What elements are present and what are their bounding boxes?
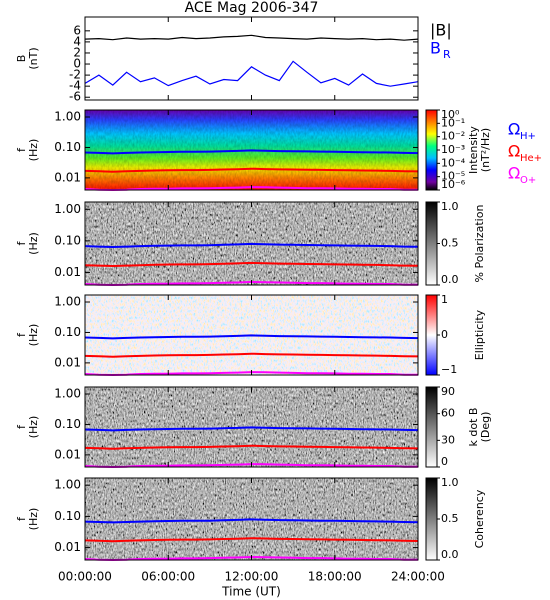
y-axis-label: f <box>15 516 28 521</box>
series-line <box>84 444 419 450</box>
colorbar-tick-label: 30 <box>441 433 455 446</box>
colorbar-label: Coherency <box>473 489 486 548</box>
colorbar-tick-label: 90 <box>441 385 455 398</box>
series-line <box>84 34 419 41</box>
colorbar-label: k dot B <box>467 408 480 447</box>
colorbar-tick-label: 10⁻⁶ <box>441 178 466 191</box>
y-tick-label: 1.00 <box>54 478 81 492</box>
y-tick-label: 0.10 <box>54 325 81 339</box>
legend-subscript: He+ <box>520 153 542 164</box>
y-axis-label: f <box>15 332 28 337</box>
y-axis-label: f <box>15 147 28 152</box>
series-line <box>84 261 419 268</box>
colorbar-tick-label: 0.0 <box>441 548 459 561</box>
y-tick-label: 0.01 <box>54 355 81 369</box>
legend-label: Ω <box>508 164 520 183</box>
y-tick-label: -4 <box>69 79 81 93</box>
colorbar-tick-label: 1 <box>441 293 448 306</box>
colorbar-tick-label: 0.5 <box>441 237 459 250</box>
colorbar-tick-label: 0 <box>441 455 448 468</box>
colorbar <box>425 201 438 286</box>
x-tick-label: 12:00:00 <box>225 570 279 584</box>
series-line <box>84 60 419 87</box>
legend-label: Ω <box>508 120 520 139</box>
y-tick-label: 1.00 <box>54 202 81 216</box>
y-tick-label: 0.01 <box>54 540 81 554</box>
x-axis-label: Time (UT) <box>221 585 281 599</box>
colorbar-tick-label: 10⁻⁵ <box>441 170 465 183</box>
y-tick-label: 2 <box>73 45 81 59</box>
series-line <box>84 426 419 432</box>
y-axis-label: (Hz) <box>27 139 40 162</box>
series-line <box>84 352 419 358</box>
legend-label: |B| <box>430 21 452 40</box>
legend-label: Ω <box>508 142 520 161</box>
y-axis-label: B <box>15 55 28 63</box>
y-tick-label: 1.00 <box>54 387 81 401</box>
y-tick-label: 0.10 <box>54 140 81 154</box>
y-axis-label: (Hz) <box>27 416 40 439</box>
y-tick-label: 6 <box>73 23 81 37</box>
y-tick-label: 0 <box>73 57 81 71</box>
colorbar-label: Intensity <box>467 126 480 174</box>
y-axis-label: (Hz) <box>27 508 40 531</box>
colorbar-tick-label: 60 <box>441 407 455 420</box>
legend-subscript: R <box>443 48 451 61</box>
y-axis-label: (Hz) <box>27 232 40 255</box>
y-axis-label: f <box>15 240 28 245</box>
colorbar-tick-label: 0 <box>441 328 448 341</box>
colorbar <box>425 386 438 468</box>
series-line <box>84 167 419 173</box>
y-tick-label: 1.00 <box>54 110 81 124</box>
colorbar-tick-label: 0.0 <box>441 273 459 286</box>
colorbar-tick-label: 1.0 <box>441 200 459 213</box>
series-line <box>84 149 419 155</box>
y-tick-label: 0.01 <box>54 265 81 279</box>
x-tick-label: 24:00:00 <box>391 570 445 584</box>
series-line <box>84 242 419 249</box>
legend-subscript: O+ <box>520 175 536 186</box>
colorbar <box>425 109 438 191</box>
colorbar-label: % Polarization <box>473 205 486 283</box>
colorbar-label: (Deg) <box>479 412 492 443</box>
y-tick-label: 0.01 <box>54 170 81 184</box>
y-tick-label: 1.00 <box>54 295 81 309</box>
colorbar-tick-label: −1 <box>441 363 457 376</box>
legend-label: B <box>430 39 441 58</box>
colorbar-label: (nT²/Hz) <box>479 128 492 172</box>
y-axis-label: (Hz) <box>27 324 40 347</box>
x-tick-label: 06:00:00 <box>141 570 195 584</box>
y-tick-label: -2 <box>69 68 81 82</box>
y-tick-label: 4 <box>73 34 81 48</box>
series-line <box>84 334 419 340</box>
colorbar-tick-label: 1.0 <box>441 476 459 489</box>
y-axis-label: f <box>15 424 28 429</box>
colorbar-tick-label: 10⁻² <box>441 130 465 143</box>
colorbar-tick-label: 10⁻³ <box>441 143 465 156</box>
colorbar-tick-label: 10⁰ <box>441 108 460 121</box>
y-tick-label: 0.10 <box>54 233 81 247</box>
colorbar-tick-label: 10⁻¹ <box>441 116 465 129</box>
series-line <box>84 518 419 524</box>
colorbar <box>425 294 438 376</box>
colorbar-tick-label: 0.5 <box>441 512 459 525</box>
x-tick-label: 00:00:00 <box>58 570 112 584</box>
series-line <box>84 537 419 543</box>
y-tick-label: -6 <box>69 90 81 104</box>
x-tick-label: 18:00:00 <box>308 570 362 584</box>
legend-subscript: H+ <box>520 131 536 142</box>
y-tick-label: 0.10 <box>54 417 81 431</box>
chart-title: ACE Mag 2006-347 <box>185 0 319 16</box>
colorbar-tick-label: 10⁻⁴ <box>441 156 466 169</box>
y-axis-label: (nT) <box>27 47 40 69</box>
colorbar-label: Ellipticity <box>473 309 486 360</box>
y-tick-label: 0.01 <box>54 447 81 461</box>
y-tick-label: 0.10 <box>54 509 81 523</box>
plot-frame <box>84 16 419 101</box>
colorbar <box>425 477 438 561</box>
